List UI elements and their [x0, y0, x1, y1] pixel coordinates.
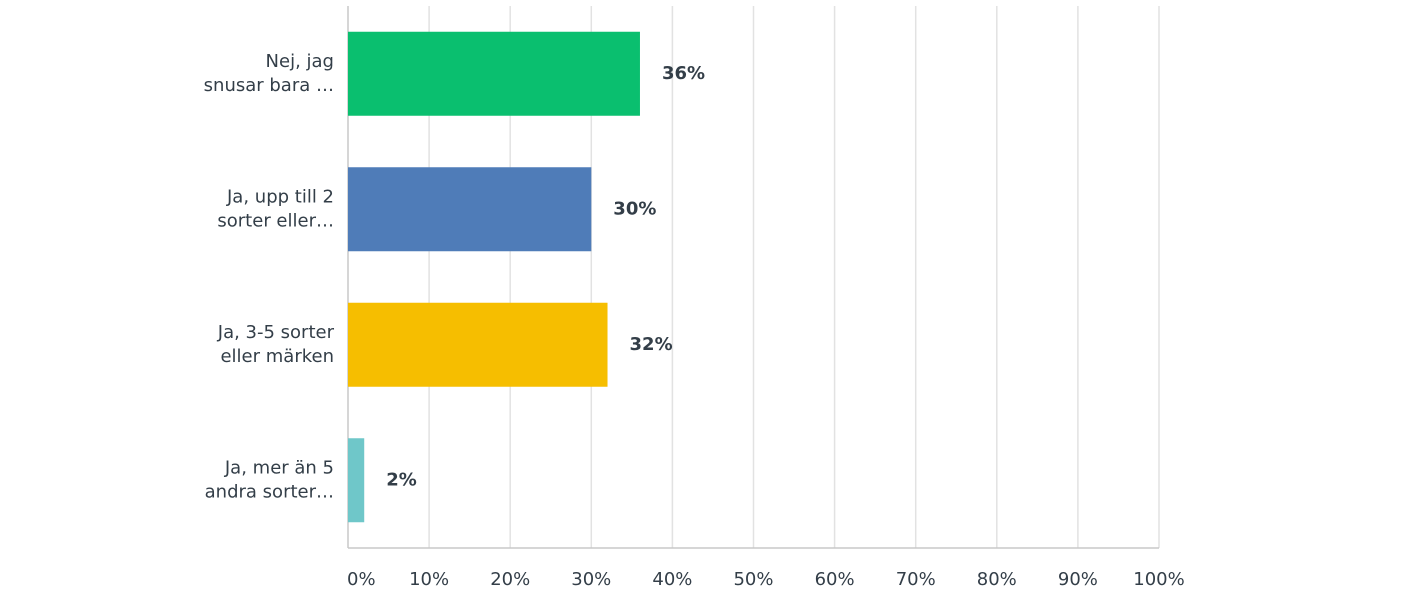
x-tick-label: 30% [571, 569, 611, 590]
x-tick-label: 20% [490, 569, 530, 590]
y-tick-label: Nej, jag snusar bara … [204, 51, 334, 96]
x-tick-label: 10% [409, 569, 449, 590]
x-tick-label: 60% [815, 569, 855, 590]
y-tick-label: Ja, 3-5 sorter eller märken [217, 322, 335, 367]
value-label: 32% [630, 334, 673, 355]
value-label: 30% [613, 198, 656, 219]
bar [348, 167, 592, 252]
x-tick-label: 80% [977, 569, 1017, 590]
value-label: 2% [386, 469, 417, 490]
bar [348, 302, 608, 387]
x-tick-label: 100% [1133, 569, 1184, 590]
y-tick-label: Ja, upp till 2 sorter eller… [217, 186, 334, 231]
x-tick-label: 40% [652, 569, 692, 590]
x-tick-label: 70% [896, 569, 936, 590]
bar [348, 438, 365, 523]
x-tick-label: 90% [1058, 569, 1098, 590]
value-label: 36% [662, 63, 705, 84]
x-tick-label: 50% [733, 569, 773, 590]
y-tick-label: Ja, mer än 5 andra sorter… [205, 457, 334, 502]
x-tick-label: 0% [347, 569, 376, 590]
bar [348, 31, 640, 116]
